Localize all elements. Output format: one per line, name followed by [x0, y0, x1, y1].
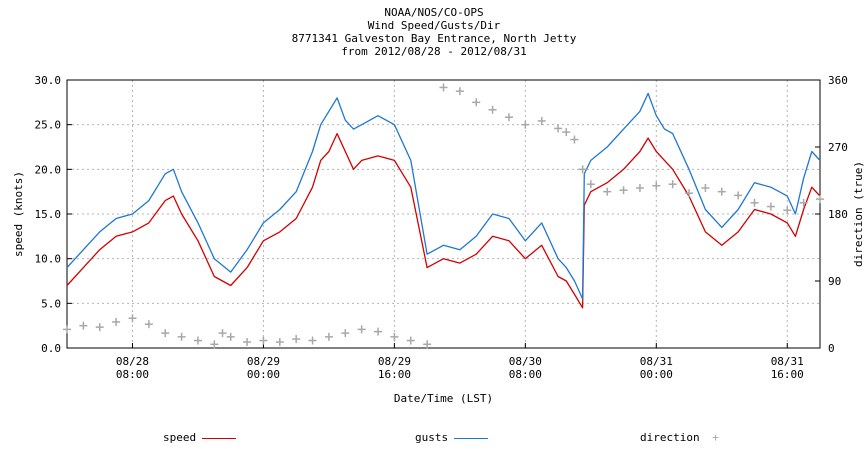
data-point-direction: [537, 116, 546, 125]
data-point-direction: [218, 329, 227, 338]
y-axis-label-left: speed (knots): [12, 171, 25, 257]
legend-swatch-gusts: [454, 437, 489, 439]
chart-title-line-4: from 2012/08/28 - 2012/08/31: [341, 45, 527, 58]
y-tick-label-left: 0.0: [41, 342, 61, 355]
legend-item-speed: speed: [163, 431, 237, 444]
y-axis-label-right: direction (true): [852, 161, 865, 267]
data-point-direction: [668, 180, 677, 189]
data-point-direction: [799, 198, 808, 207]
data-point-direction: [226, 332, 235, 341]
data-point-direction: [423, 340, 432, 349]
data-point-direction: [275, 338, 284, 347]
chart-title-line-3: 8771341 Galveston Bay Entrance, North Je…: [291, 32, 577, 45]
data-point-direction: [701, 183, 710, 192]
legend-item-direction: direction +: [640, 432, 719, 444]
series-line-gusts: [66, 92, 821, 300]
x-tick-label-date: 08/28: [116, 355, 149, 368]
data-point-direction: [578, 165, 587, 174]
y-tick-label-right: 0: [828, 342, 835, 355]
data-point-direction: [816, 195, 824, 204]
y-tick-label-left: 20.0: [35, 163, 62, 176]
data-point-direction: [717, 187, 726, 196]
y-tick-label-right: 90: [828, 275, 841, 288]
legend-item-gusts: gusts: [415, 431, 489, 444]
data-point-direction: [341, 329, 350, 338]
x-tick-label-time: 08:00: [116, 368, 149, 381]
plot-area: [63, 83, 824, 349]
data-point-direction: [374, 327, 383, 336]
legend-marker-direction: +: [712, 431, 719, 444]
data-point-direction: [112, 317, 121, 326]
data-point-direction: [308, 336, 317, 345]
series-line-speed: [66, 132, 821, 309]
data-point-direction: [562, 128, 571, 137]
y-tick-label-right: 180: [828, 208, 848, 221]
data-point-direction: [570, 135, 579, 144]
x-tick-label-time: 16:00: [378, 368, 411, 381]
x-tick-label-date: 08/31: [640, 355, 673, 368]
data-point-direction: [161, 329, 170, 338]
chart-title-line-2: Wind Speed/Gusts/Dir: [367, 19, 501, 32]
data-point-direction: [734, 191, 743, 200]
x-tick-label-time: 08:00: [509, 368, 542, 381]
data-point-direction: [783, 206, 792, 215]
data-point-direction: [488, 105, 497, 114]
data-point-direction: [406, 336, 415, 345]
data-point-direction: [292, 335, 301, 344]
y-tick-label-right: 360: [828, 74, 848, 87]
data-point-direction: [439, 83, 448, 92]
data-point-direction: [390, 332, 399, 341]
data-point-direction: [750, 198, 759, 207]
y-tick-label-left: 10.0: [35, 253, 62, 266]
x-axis-label: Date/Time (LST): [394, 392, 493, 405]
x-tick-label-time: 16:00: [771, 368, 804, 381]
y-tick-label-left: 30.0: [35, 74, 62, 87]
data-point-direction: [177, 332, 186, 341]
data-point-direction: [586, 180, 595, 189]
data-point-direction: [324, 332, 333, 341]
data-point-direction: [455, 87, 464, 96]
data-point-direction: [144, 320, 153, 329]
legend-label-speed: speed: [163, 431, 197, 444]
grid-lines: [67, 80, 820, 348]
data-point-direction: [521, 120, 530, 129]
legend-label-gusts: gusts: [415, 431, 449, 444]
y-tick-label-left: 15.0: [35, 208, 62, 221]
data-point-direction: [243, 338, 252, 347]
data-point-direction: [652, 181, 661, 190]
y-tick-label-left: 5.0: [41, 297, 61, 310]
data-point-direction: [210, 340, 219, 349]
x-tick-label-date: 08/29: [247, 355, 280, 368]
x-tick-label-time: 00:00: [640, 368, 673, 381]
data-point-direction: [603, 187, 612, 196]
data-point-direction: [128, 314, 137, 323]
legend-label-direction: direction: [640, 431, 700, 444]
data-point-direction: [357, 325, 366, 334]
x-tick-label-date: 08/30: [509, 355, 542, 368]
data-point-direction: [619, 186, 628, 195]
x-tick-label-time: 00:00: [247, 368, 280, 381]
data-point-direction: [472, 98, 481, 107]
data-point-direction: [504, 113, 513, 122]
x-tick-label-date: 08/29: [378, 355, 411, 368]
data-point-direction: [259, 336, 268, 345]
legend-swatch-speed: [202, 437, 237, 439]
x-tick-label-date: 08/31: [771, 355, 804, 368]
data-point-direction: [193, 336, 202, 345]
data-point-direction: [95, 323, 104, 332]
chart-title-line-1: NOAA/NOS/CO-OPS: [384, 6, 484, 19]
y-tick-label-left: 25.0: [35, 119, 62, 132]
data-point-direction: [685, 189, 694, 198]
data-point-direction: [635, 183, 644, 192]
y-tick-label-right: 270: [828, 141, 848, 154]
axes: 0.0 5.0 10.0 15.0 20.0 25.0 30.0 0 90 180 270 360 08…: [35, 74, 848, 381]
data-point-direction: [554, 124, 563, 133]
data-point-direction: [63, 325, 71, 334]
data-point-direction: [766, 202, 775, 211]
data-point-direction: [79, 321, 88, 330]
